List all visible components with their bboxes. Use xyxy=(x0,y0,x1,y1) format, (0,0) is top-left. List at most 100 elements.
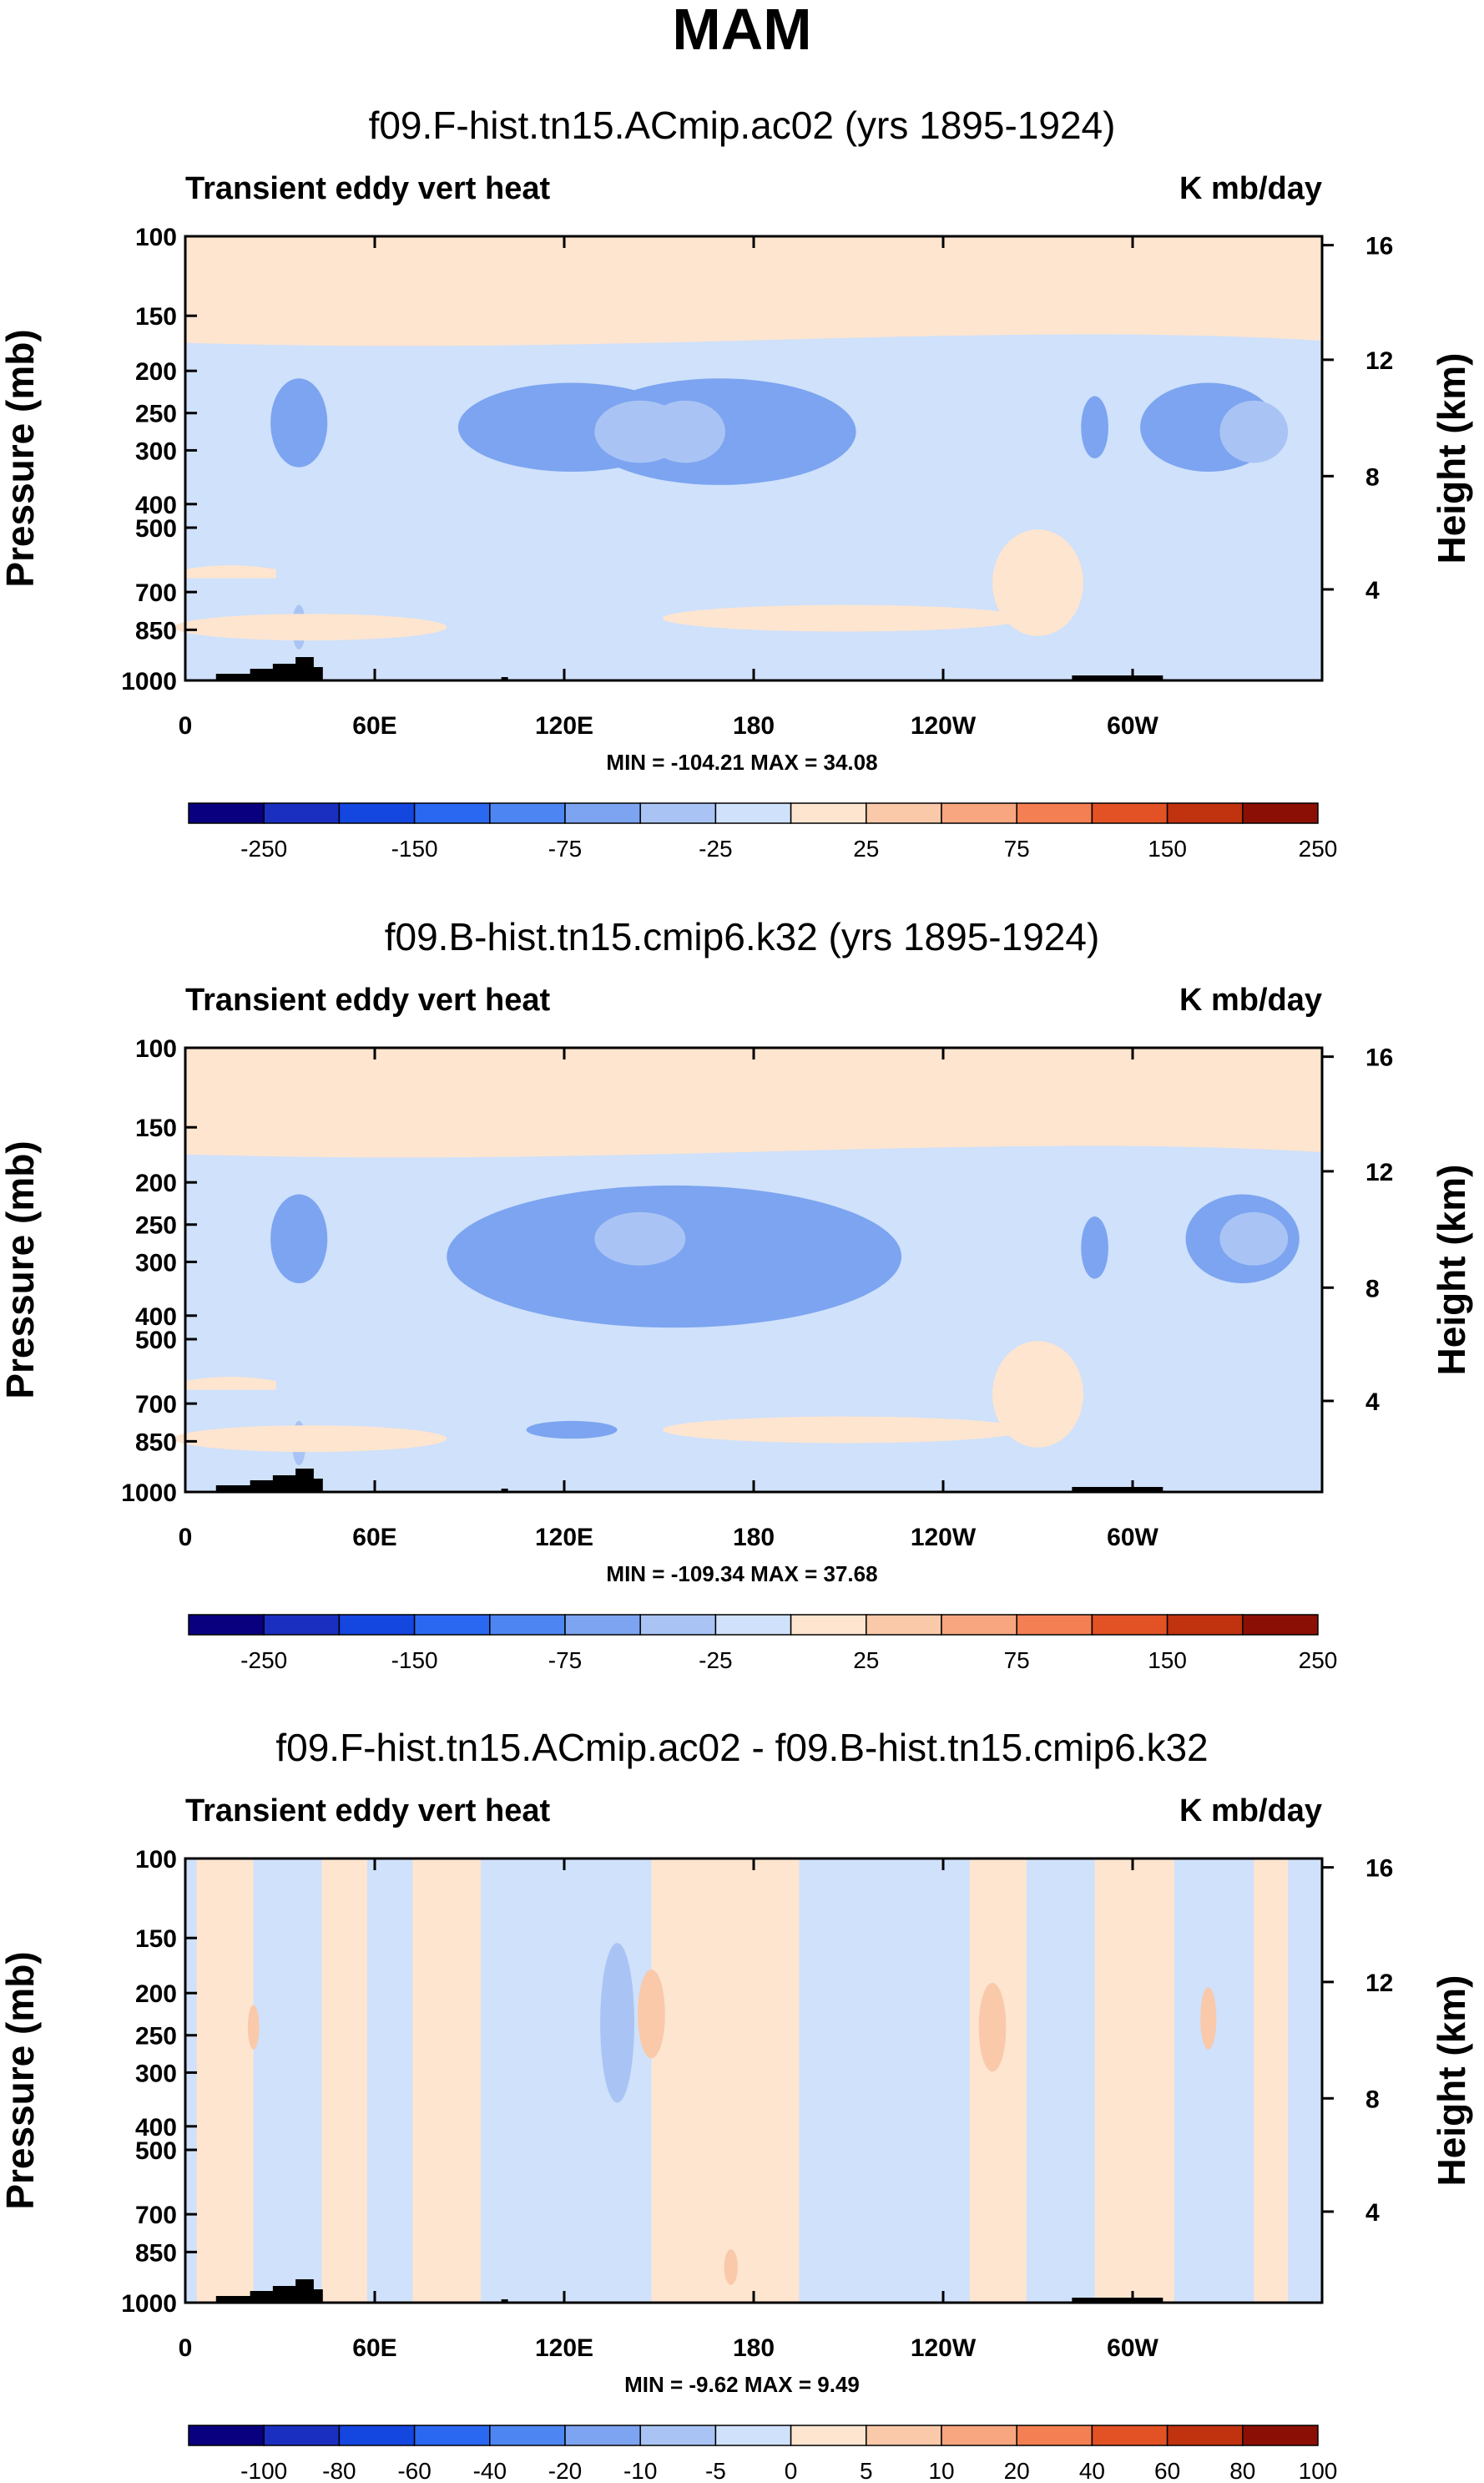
y-tick-label: 250 xyxy=(135,401,177,428)
contour-region xyxy=(185,1377,276,1390)
y2-tick-label: 12 xyxy=(1365,347,1393,375)
colorbar-swatch xyxy=(639,2425,717,2446)
colorbar-swatch xyxy=(1242,802,1319,824)
colorbar-label: -250 xyxy=(240,836,287,862)
contour-fill xyxy=(185,1858,1322,2303)
y-tick-label: 500 xyxy=(135,515,177,543)
colorbar-swatch xyxy=(1166,802,1244,824)
panel-title: f09.B-hist.tn15.cmip6.k32 (yrs 1895-1924… xyxy=(385,915,1100,958)
colorbar-label: -100 xyxy=(240,2458,287,2483)
x-tick-label: 180 xyxy=(733,712,775,740)
contour-region xyxy=(992,529,1083,636)
y-tick-label: 250 xyxy=(135,2023,177,2051)
colorbar-swatch xyxy=(188,1614,265,1636)
colorbar-label: 80 xyxy=(1229,2458,1255,2483)
colorbar-label: 25 xyxy=(853,1647,879,1673)
units-label: K mb/day xyxy=(1179,171,1322,206)
y-axis-label: Pressure (mb) xyxy=(0,1140,42,1398)
colorbar-swatch xyxy=(1166,1614,1244,1636)
contour-region xyxy=(992,1341,1083,1448)
y-tick-label: 700 xyxy=(135,579,177,607)
y-tick-label: 400 xyxy=(135,1303,177,1331)
land-mask xyxy=(215,1469,323,1492)
colorbar: -100 -80 -60 -40 -20 -10 -5 0 5 10 20 40 60 80 100 xyxy=(188,2425,1338,2483)
y2-tick-label: 8 xyxy=(1365,1275,1380,1302)
colorbar-label: 10 xyxy=(928,2458,954,2483)
colorbar-swatch xyxy=(263,1614,341,1636)
min-max-label: MIN = -104.21 MAX = 34.08 xyxy=(606,750,877,775)
y-axis-label: Pressure (mb) xyxy=(0,329,42,587)
land-mask xyxy=(1072,675,1163,680)
colorbar-swatch xyxy=(1242,1614,1319,1636)
colorbar-swatch xyxy=(489,802,566,824)
colorbar: -250 -150 -75 -25 25 75 150 250 xyxy=(188,802,1337,862)
colorbar-swatch xyxy=(413,802,491,824)
colorbar-swatch xyxy=(338,802,416,824)
contour-region xyxy=(185,236,1322,346)
colorbar-label: 25 xyxy=(853,836,879,862)
contour-region xyxy=(1081,1216,1108,1279)
x-tick-label: 60E xyxy=(352,1524,396,1551)
colorbar-label: -25 xyxy=(699,836,732,862)
contour-region xyxy=(247,2005,260,2050)
colorbar-label: 100 xyxy=(1299,2458,1338,2483)
contour-fill xyxy=(174,1048,1322,1492)
contour-region xyxy=(1219,1211,1289,1266)
colorbar-swatch xyxy=(564,1614,641,1636)
y-tick-label: 1000 xyxy=(121,1479,177,1507)
contour-region xyxy=(645,400,725,463)
contour-region xyxy=(969,1858,1027,2303)
colorbar-label: -20 xyxy=(548,2458,582,2483)
contour-region xyxy=(978,1982,1007,2072)
y-tick-label: 850 xyxy=(135,617,177,645)
colorbar-label: -75 xyxy=(548,1647,582,1673)
contour-region xyxy=(174,1425,447,1453)
contour-region xyxy=(724,2249,738,2285)
colorbar-swatch xyxy=(639,802,717,824)
colorbar-swatch xyxy=(714,2425,792,2446)
units-label: K mb/day xyxy=(1179,1793,1322,1828)
colorbar-swatch xyxy=(413,1614,491,1636)
x-tick-label: 0 xyxy=(179,712,193,740)
contour-region xyxy=(174,614,447,641)
contour-fill xyxy=(174,236,1322,680)
land-mask xyxy=(1072,2298,1163,2303)
colorbar-swatch xyxy=(564,2425,641,2446)
y-tick-label: 200 xyxy=(135,1980,177,2008)
colorbar-swatch xyxy=(338,1614,416,1636)
colorbar-swatch xyxy=(639,1614,717,1636)
colorbar-label: 60 xyxy=(1154,2458,1180,2483)
colorbar-label: 150 xyxy=(1148,1647,1187,1673)
colorbar-swatch xyxy=(1091,2425,1169,2446)
main-title: MAM xyxy=(672,0,812,62)
panel-3: f09.F-hist.tn15.ACmip.ac02 - f09.B-hist.… xyxy=(0,1726,1473,2483)
colorbar-swatch xyxy=(941,1614,1017,1636)
colorbar-label: 250 xyxy=(1299,1647,1338,1673)
contour-region xyxy=(196,1858,254,2303)
contour-region xyxy=(594,1211,686,1266)
colorbar-swatch xyxy=(1016,802,1093,824)
y-tick-label: 200 xyxy=(135,1170,177,1197)
colorbar-swatch xyxy=(1016,2425,1093,2446)
contour-region xyxy=(321,1858,367,2303)
y2-tick-label: 12 xyxy=(1365,1159,1393,1186)
contour-region xyxy=(1094,1858,1174,2303)
contour-region xyxy=(270,378,328,468)
panel-variable-label: Transient eddy vert heat xyxy=(185,983,550,1018)
colorbar-label: -10 xyxy=(623,2458,657,2483)
units-label: K mb/day xyxy=(1179,983,1322,1018)
y-tick-label: 150 xyxy=(135,1115,177,1142)
contour-region xyxy=(600,1943,634,2103)
colorbar-swatch xyxy=(714,1614,792,1636)
contour-region xyxy=(638,1970,665,2059)
y-tick-label: 100 xyxy=(135,1035,177,1063)
y2-tick-label: 8 xyxy=(1365,463,1380,491)
land-mask xyxy=(501,677,508,680)
colorbar-swatch xyxy=(866,802,942,824)
y2-tick-label: 4 xyxy=(1365,2199,1380,2227)
x-tick-label: 0 xyxy=(179,1524,193,1551)
panel-2: f09.B-hist.tn15.cmip6.k32 (yrs 1895-1924… xyxy=(0,915,1473,1673)
colorbar-label: 20 xyxy=(1004,2458,1030,2483)
y-tick-label: 100 xyxy=(135,224,177,251)
contour-region xyxy=(1254,1858,1289,2303)
